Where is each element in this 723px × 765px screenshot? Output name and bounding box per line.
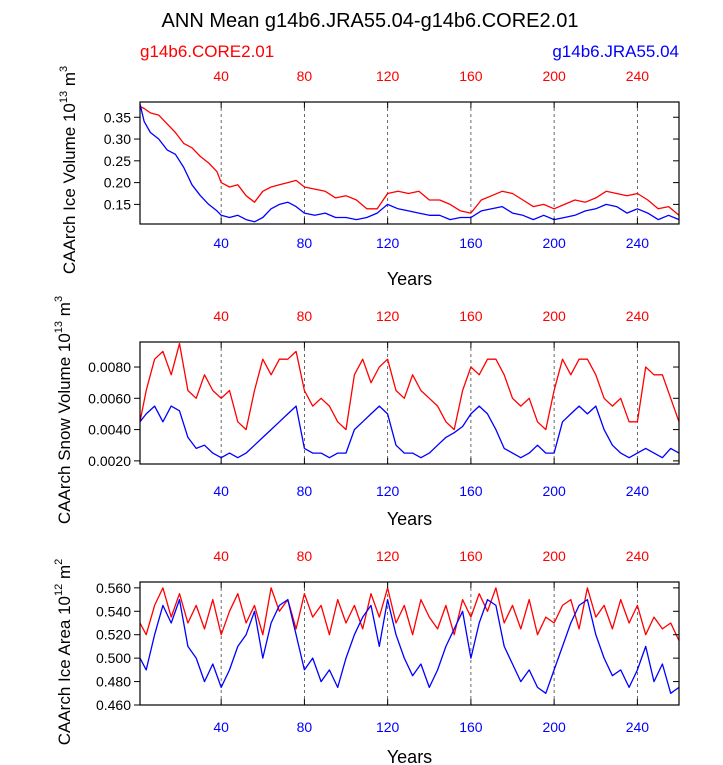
x-tick-label-top: 80 — [297, 308, 313, 324]
x-tick-label-bottom: 80 — [297, 235, 313, 251]
x-tick-label-top: 200 — [542, 548, 566, 564]
x-tick-label-top: 120 — [376, 308, 400, 324]
x-tick-label-top: 240 — [626, 308, 650, 324]
y-tick-label: 0.520 — [96, 627, 131, 643]
x-tick-label-top: 240 — [626, 548, 650, 564]
plot-frame — [139, 581, 680, 706]
x-tick-label-top: 120 — [376, 68, 400, 84]
x-tick-label-bottom: 160 — [459, 235, 483, 251]
x-tick-label-top: 200 — [542, 308, 566, 324]
x-axis-label: Years — [387, 509, 432, 529]
y-tick-label: 0.20 — [104, 175, 131, 191]
series-line-jra — [139, 104, 680, 223]
x-tick-label-bottom: 80 — [297, 483, 313, 499]
y-tick-label: 0.0060 — [88, 390, 131, 406]
x-tick-label-top: 200 — [542, 68, 566, 84]
legend-core: g14b6.CORE2.01 — [140, 42, 274, 61]
x-tick-label-bottom: 200 — [542, 483, 566, 499]
y-tick-label: 0.15 — [104, 196, 131, 212]
x-tick-label-top: 40 — [213, 68, 229, 84]
x-tick-label-top: 160 — [459, 308, 483, 324]
x-tick-label-bottom: 120 — [376, 483, 400, 499]
x-tick-label-bottom: 160 — [459, 719, 483, 735]
x-tick-label-bottom: 240 — [626, 719, 650, 735]
y-tick-label: 0.0040 — [88, 422, 131, 438]
x-tick-label-top: 160 — [459, 548, 483, 564]
x-tick-label-bottom: 240 — [626, 235, 650, 251]
y-tick-label: 0.460 — [96, 697, 131, 713]
y-tick-label: 0.30 — [104, 131, 131, 147]
plot-frame — [139, 101, 680, 225]
x-tick-label-bottom: 40 — [213, 483, 229, 499]
x-tick-label-top: 40 — [213, 548, 229, 564]
y-tick-label: 0.500 — [96, 650, 131, 666]
x-tick-label-bottom: 80 — [297, 719, 313, 735]
x-axis-label: Years — [387, 269, 432, 289]
x-tick-label-top: 160 — [459, 68, 483, 84]
y-tick-label: 0.480 — [96, 674, 131, 690]
x-tick-label-bottom: 160 — [459, 483, 483, 499]
y-axis-label: CAArch Snow Volume 1013 m3 — [53, 296, 74, 524]
series-line-core — [139, 105, 680, 216]
figure-title: ANN Mean g14b6.JRA55.04-g14b6.CORE2.01 — [162, 10, 579, 32]
x-tick-label-top: 80 — [297, 548, 313, 564]
x-tick-label-top: 120 — [376, 548, 400, 564]
y-tick-label: 0.35 — [104, 109, 131, 125]
y-axis-label: CAArch Ice Volume 1013 m3 — [58, 66, 79, 274]
y-tick-label: 0.25 — [104, 153, 131, 169]
y-tick-label: 0.560 — [96, 580, 131, 596]
ice-volume-panel: 40 40 80 80 120 120 160 160 200 200 240 240 0.15 0.20… — [58, 66, 680, 289]
snow-volume-panel: 40 40 80 80 120 120 160 160 200 200 240 240 0.0020 0.… — [53, 296, 680, 529]
y-axis-label: CAArch Ice Area 1012 m2 — [53, 559, 74, 746]
x-tick-label-bottom: 120 — [376, 719, 400, 735]
y-tick-label: 0.0080 — [88, 359, 131, 375]
legend-jra: g14b6.JRA55.04 — [552, 42, 679, 61]
x-tick-label-bottom: 40 — [213, 719, 229, 735]
y-tick-label: 0.0020 — [88, 453, 131, 469]
y-tick-label: 0.540 — [96, 603, 131, 619]
plot-frame — [139, 341, 680, 465]
x-axis-label: Years — [387, 747, 432, 765]
x-tick-label-bottom: 120 — [376, 235, 400, 251]
x-tick-label-bottom: 200 — [542, 719, 566, 735]
x-tick-label-bottom: 240 — [626, 483, 650, 499]
series-line-core — [139, 342, 680, 431]
series-line-jra — [139, 405, 680, 459]
x-tick-label-bottom: 200 — [542, 235, 566, 251]
series-line-jra — [139, 598, 680, 694]
x-tick-label-top: 80 — [297, 68, 313, 84]
x-tick-label-top: 240 — [626, 68, 650, 84]
x-tick-label-top: 40 — [213, 308, 229, 324]
x-tick-label-bottom: 40 — [213, 235, 229, 251]
ice-area-panel: 40 40 80 80 120 120 160 160 200 200 240 240 0.460 0.4… — [53, 548, 680, 765]
series-line-core — [139, 587, 680, 641]
